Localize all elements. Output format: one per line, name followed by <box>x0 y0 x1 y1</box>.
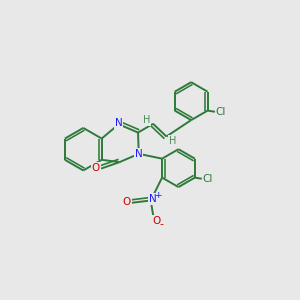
Text: -: - <box>159 219 164 229</box>
Text: Cl: Cl <box>216 107 226 117</box>
Text: O: O <box>153 216 161 226</box>
Text: +: + <box>154 191 161 200</box>
Text: O: O <box>92 163 100 173</box>
Text: Cl: Cl <box>202 174 213 184</box>
Text: H: H <box>169 136 176 146</box>
Text: H: H <box>143 115 150 125</box>
Text: O: O <box>123 197 131 207</box>
Text: N: N <box>135 149 142 159</box>
Text: N: N <box>149 194 157 204</box>
Text: N: N <box>115 118 122 128</box>
